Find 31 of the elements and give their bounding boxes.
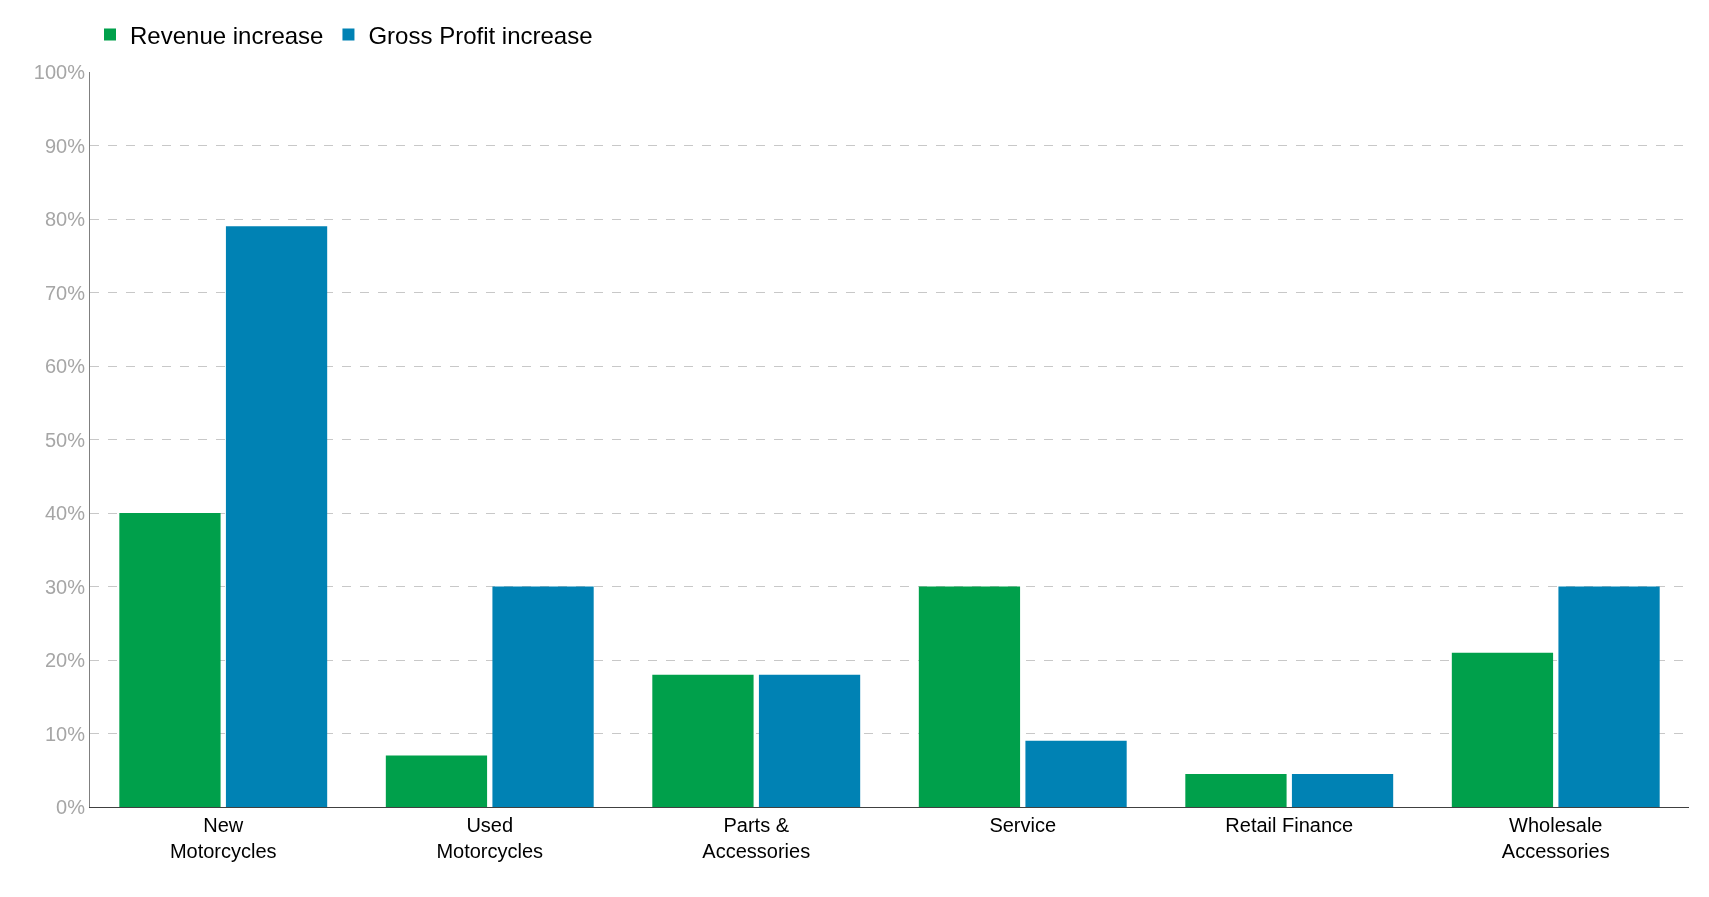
bar — [492, 586, 594, 807]
y-tick-label: 90% — [44, 134, 86, 157]
x-tick-label: New Motorcycles — [169, 814, 277, 862]
y-tick-label: 10% — [44, 722, 86, 745]
x-tick-label: Service — [989, 814, 1057, 836]
y-tick-label: 40% — [44, 502, 86, 524]
bar — [1185, 773, 1287, 807]
bar — [225, 226, 328, 807]
y-tick-label: 0% — [56, 796, 86, 818]
legend-label: Revenue increase — [130, 21, 324, 49]
y-tick-label: 20% — [44, 649, 86, 671]
y-tick-label: 80% — [44, 208, 86, 230]
bar — [758, 674, 861, 807]
y-tick-label: 50% — [44, 428, 86, 451]
legend-label: Gross Profit increase — [368, 21, 593, 49]
bar — [1451, 652, 1554, 807]
bar — [652, 674, 754, 807]
bar — [119, 513, 221, 807]
bar — [1025, 740, 1127, 807]
bar — [385, 755, 488, 807]
x-tick-label: Used Motorcycles — [436, 814, 544, 862]
y-tick-label: 30% — [44, 575, 86, 598]
bar — [918, 586, 1021, 807]
x-tick-label: Parts & Accessories — [702, 814, 811, 862]
x-tick-label: Retail Finance — [1225, 814, 1354, 836]
x-tick-label: Wholesale Accessories — [1501, 814, 1610, 862]
bar — [1291, 773, 1394, 807]
y-tick-label: 100% — [33, 61, 86, 83]
y-tick-label: 70% — [44, 281, 86, 304]
y-tick-label: 60% — [44, 355, 86, 377]
bar — [1558, 586, 1660, 807]
